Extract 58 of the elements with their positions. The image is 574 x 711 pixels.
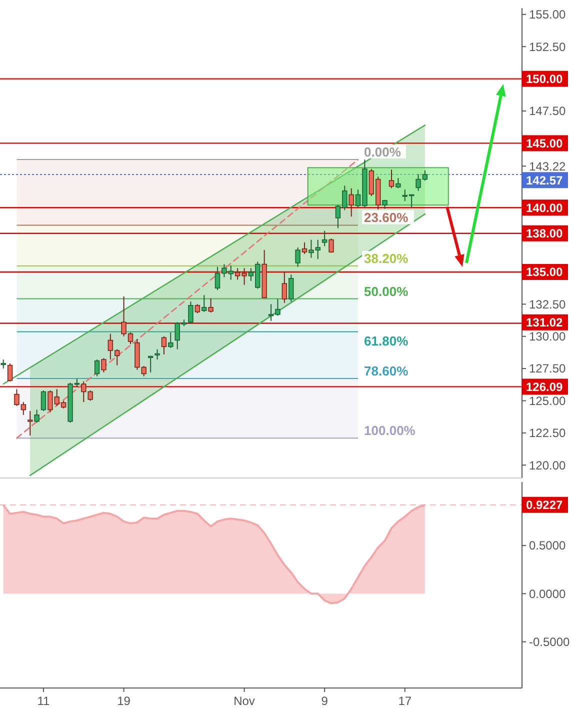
candlestick	[28, 410, 33, 436]
ref-line-label: 142.57	[526, 173, 564, 188]
ref-line-label: 140.00	[526, 200, 564, 215]
ref-line-label: 131.02	[526, 316, 564, 330]
x-tick-label: Nov	[234, 694, 255, 708]
y-tick-label: 130.00	[529, 330, 566, 344]
candlestick	[7, 362, 13, 382]
ref-line-label: 126.09	[526, 380, 564, 394]
x-tick-label: 19	[117, 694, 131, 708]
candlestick	[188, 301, 194, 324]
candlestick	[34, 409, 40, 424]
annotation: 0.00%	[364, 144, 402, 160]
y-tick-label: 120.00	[529, 458, 566, 472]
annotation: 78.60%	[364, 363, 409, 378]
candlestick	[288, 274, 294, 302]
ref-line-label: 138.00	[526, 226, 564, 241]
ref-line-label: 0.9227	[526, 498, 564, 512]
candlestick	[40, 390, 46, 412]
candlestick	[161, 336, 167, 355]
annotation: 50.00%	[364, 284, 409, 299]
ref-line-label: 150.00	[526, 72, 564, 86]
candlestick	[396, 177, 401, 189]
candlestick	[295, 247, 300, 268]
y-tick-label: 122.50	[529, 426, 566, 440]
y-tick-label: 127.50	[529, 362, 566, 376]
x-tick-label: 17	[398, 694, 412, 708]
x-tick-label: 9	[321, 694, 328, 708]
annotation: 61.80%	[364, 334, 409, 349]
y-tick-label: 147.50	[529, 104, 566, 118]
candlestick	[101, 358, 106, 373]
ref-line-label: 135.00	[526, 265, 564, 280]
x-tick-label: 11	[37, 694, 50, 708]
candlestick	[0, 359, 6, 370]
annotation: 23.60%	[364, 210, 409, 226]
y-tick-label: 143.22	[529, 159, 566, 174]
candlestick	[348, 188, 354, 218]
y-tick-label: 155.00	[529, 8, 566, 22]
y-tick-label: -0.5000	[529, 634, 570, 649]
ref-line-label: 145.00	[526, 136, 564, 150]
candlestick	[94, 359, 100, 377]
y-tick-label: 0.5000	[529, 538, 566, 553]
candlestick	[208, 298, 214, 314]
candlestick	[302, 242, 308, 254]
y-tick-label: 125.00	[529, 394, 566, 408]
candlestick	[282, 271, 288, 304]
y-tick-label: 0.0000	[529, 586, 566, 601]
candlestick	[322, 230, 328, 247]
candlestick	[202, 294, 207, 312]
candlestick	[154, 348, 160, 360]
candlestick	[388, 169, 394, 189]
y-tick-label: 152.50	[529, 40, 566, 54]
candlestick	[194, 304, 200, 314]
annotation: 100.00%	[364, 423, 416, 438]
candlestick	[328, 238, 334, 254]
candlestick	[148, 355, 154, 373]
annotation: 38.20%	[364, 250, 409, 266]
y-tick-label: 132.50	[529, 297, 566, 312]
candlestick	[168, 332, 174, 348]
